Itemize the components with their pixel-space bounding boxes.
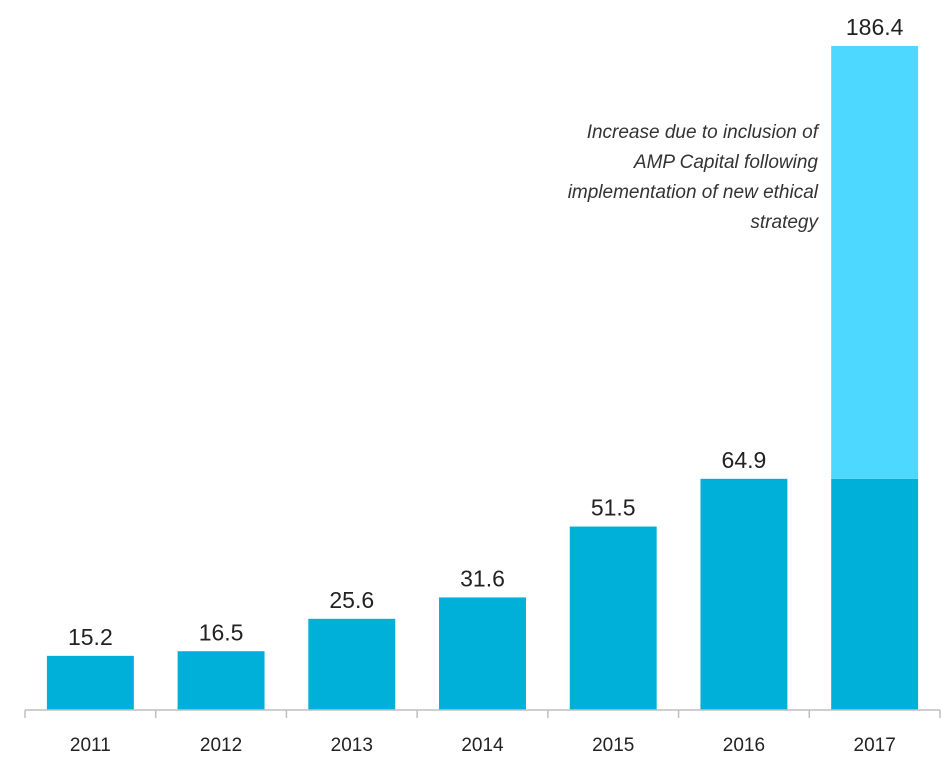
bar-segment — [700, 478, 788, 710]
data-label: 31.6 — [460, 566, 505, 592]
x-tick-label: 2015 — [592, 735, 634, 756]
bar-segment — [177, 651, 265, 710]
annotation: AMP Capital following — [633, 152, 819, 173]
x-tick-label: 2016 — [723, 735, 765, 756]
x-tick-label: 2017 — [854, 735, 896, 756]
bar-segment — [831, 46, 919, 479]
bar-segment — [569, 526, 657, 710]
data-label: 16.5 — [199, 619, 244, 645]
x-tick-label: 2012 — [200, 735, 242, 756]
data-label: 51.5 — [591, 495, 636, 521]
annotation: implementation of new ethical — [568, 182, 819, 203]
data-label: 15.2 — [68, 624, 113, 650]
annotation: Increase due to inclusion of — [587, 122, 820, 143]
x-tick-label: 2011 — [70, 735, 111, 756]
x-tick-label: 2014 — [461, 735, 504, 756]
bar-segment — [46, 655, 134, 710]
data-label: 186.4 — [846, 14, 904, 40]
data-label: 64.9 — [722, 447, 767, 473]
bar-segment — [308, 618, 396, 710]
bar-segment — [831, 478, 919, 710]
x-tick-label: 2013 — [331, 735, 373, 756]
data-label: 25.6 — [329, 587, 374, 613]
annotation: strategy — [750, 212, 819, 233]
bar-segment — [439, 597, 526, 710]
